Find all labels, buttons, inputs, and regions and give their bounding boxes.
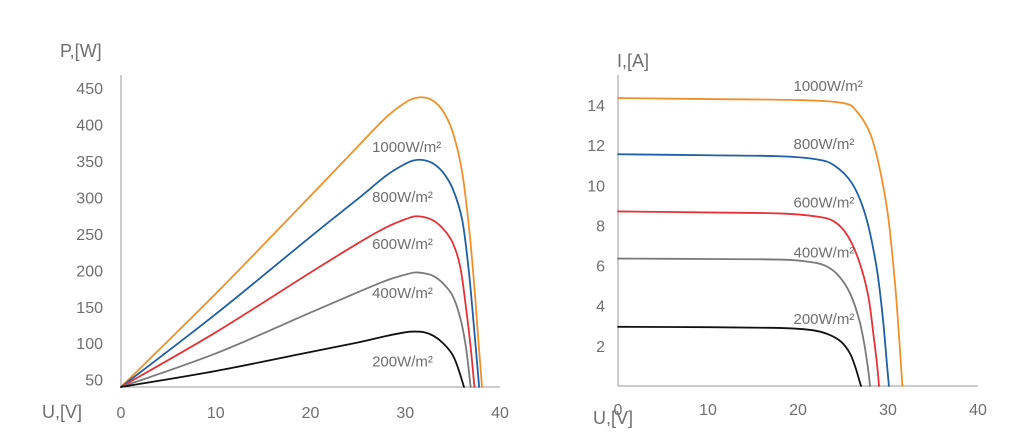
current-y-axis-label: I,[A]: [617, 51, 649, 71]
power-y-tick-label: 350: [76, 154, 103, 171]
current-y-tick-label: 14: [587, 98, 605, 115]
power-x-tick-label: 20: [302, 405, 320, 422]
power-series-line-2: [120, 215, 476, 388]
current-voltage-chart: U,[V] I,[A] 0 10 20 30 40 2 4 6 8 10 12 14 1000W/m² 800…: [587, 51, 987, 428]
current-irradiance-label-4: 200W/m²: [794, 311, 855, 328]
power-y-tick-label: 450: [76, 81, 103, 98]
power-x-axis-label: U,[V]: [42, 402, 82, 422]
power-series-line-4: [120, 330, 465, 388]
power-y-axis-label: P,[W]: [60, 41, 102, 61]
current-y-tick-label: 2: [596, 339, 605, 356]
power-y-tick-label: 150: [76, 300, 103, 317]
current-irradiance-label-2: 600W/m²: [794, 194, 855, 211]
current-y-tick-label: 8: [596, 218, 605, 235]
power-x-tick-label: 0: [117, 405, 126, 422]
power-y-tick-label: 400: [76, 117, 103, 134]
current-irradiance-label-0: 1000W/m²: [794, 78, 863, 95]
power-x-tick-label: 30: [396, 405, 414, 422]
power-voltage-chart: U,[V] P,[W] 0 10 20 30 40 50 100 150 200 250 300 350 4…: [42, 41, 509, 422]
power-series-line-3: [120, 271, 472, 388]
current-y-tick-label: 4: [596, 299, 605, 316]
power-y-tick-label: 250: [76, 227, 103, 244]
current-y-tick-label: 6: [596, 259, 605, 276]
current-y-tick-label: 10: [587, 178, 605, 195]
current-series-line-4: [617, 325, 862, 387]
power-x-tick-label: 10: [207, 405, 225, 422]
power-series-line-1: [120, 158, 481, 388]
power-x-tick-label: 40: [491, 405, 509, 422]
power-irradiance-label-2: 600W/m²: [372, 236, 433, 253]
power-y-tick-label: 200: [76, 263, 103, 280]
current-x-tick-label: 0: [614, 402, 623, 419]
current-series-line-0: [617, 97, 904, 387]
power-y-tick-label: 50: [85, 373, 103, 390]
power-y-tick-label: 300: [76, 190, 103, 207]
current-x-tick-label: 30: [879, 402, 897, 419]
current-x-tick-label: 10: [699, 402, 717, 419]
power-series-line-0: [120, 96, 483, 388]
power-irradiance-label-4: 200W/m²: [372, 354, 433, 371]
current-y-tick-label: 12: [587, 138, 605, 155]
current-series-line-3: [617, 257, 871, 387]
power-irradiance-label-1: 800W/m²: [372, 189, 433, 206]
current-x-tick-label: 20: [789, 402, 807, 419]
power-irradiance-label-0: 1000W/m²: [372, 139, 441, 156]
current-series-line-1: [617, 153, 890, 387]
power-irradiance-label-3: 400W/m²: [372, 285, 433, 302]
current-x-tick-label: 40: [969, 402, 987, 419]
power-y-tick-label: 100: [76, 336, 103, 353]
current-series-line-2: [617, 210, 880, 387]
current-x-axis-label: U,[V]: [593, 408, 633, 428]
current-irradiance-label-3: 400W/m²: [794, 245, 855, 262]
current-irradiance-label-1: 800W/m²: [794, 136, 855, 153]
